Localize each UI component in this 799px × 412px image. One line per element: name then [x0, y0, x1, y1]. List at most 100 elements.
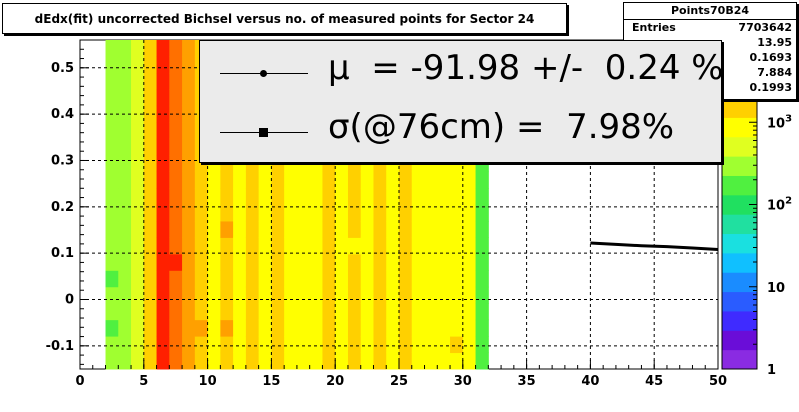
heatmap-cell — [194, 253, 209, 271]
legend-entry-sigma: σ(@76cm) = 7.98% — [200, 105, 721, 160]
heatmap-cell — [284, 319, 298, 337]
heatmap-cell — [182, 89, 196, 107]
heatmap-cell — [475, 303, 489, 321]
heatmap-cell — [475, 237, 489, 255]
heatmap-cell — [373, 303, 387, 321]
heatmap-cell — [347, 286, 362, 304]
heatmap-cell — [347, 171, 362, 189]
heatmap-cell — [182, 319, 196, 337]
colorbar-tick-label: 10 — [767, 281, 785, 296]
heatmap-cell — [233, 352, 247, 370]
heatmap-cell — [194, 303, 209, 321]
heatmap-cell — [322, 319, 336, 337]
heatmap-cell — [220, 220, 234, 238]
heatmap-cell — [309, 188, 323, 205]
heatmap-cell — [182, 72, 196, 90]
heatmap-cell — [156, 220, 170, 238]
heatmap-cell — [411, 204, 426, 222]
heatmap-cell — [182, 352, 196, 370]
heatmap-cell — [169, 155, 183, 173]
y-tick-label: 0.1 — [51, 246, 74, 261]
heatmap-cell — [296, 171, 311, 189]
heatmap-cell — [258, 303, 272, 321]
heatmap-cell — [335, 188, 349, 205]
heatmap-cell — [475, 352, 489, 370]
heatmap-cell — [386, 336, 400, 354]
heatmap-cell — [220, 286, 234, 304]
heatmap-cell — [322, 171, 336, 189]
heatmap-cell — [462, 352, 477, 370]
heatmap-cell — [424, 270, 438, 288]
heatmap-cell — [245, 171, 260, 189]
heatmap-cell — [245, 352, 260, 370]
legend-text: μ = -91.98 +/- 0.24 % — [328, 48, 724, 88]
heatmap-cell — [437, 253, 451, 271]
heatmap-cell — [131, 89, 145, 107]
heatmap-cell — [156, 122, 170, 140]
heatmap-cell — [156, 171, 170, 189]
heatmap-cell — [437, 286, 451, 304]
heatmap-cell — [258, 352, 272, 370]
heatmap-cell — [373, 352, 387, 370]
heatmap-cell — [411, 336, 426, 354]
heatmap-cell — [169, 319, 183, 337]
y-tick-label: 0.3 — [51, 153, 74, 168]
heatmap-cell — [386, 303, 400, 321]
heatmap-cell — [450, 171, 464, 189]
heatmap-cell — [207, 253, 221, 271]
heatmap-cell — [335, 253, 349, 271]
heatmap-cell — [156, 270, 170, 288]
heatmap-cell — [322, 303, 336, 321]
heatmap-cell — [118, 155, 132, 173]
heatmap-cell — [118, 336, 132, 354]
heatmap-cell — [233, 253, 247, 271]
heatmap-cell — [131, 72, 145, 90]
heatmap-cell — [386, 286, 400, 304]
heatmap-cell — [131, 319, 145, 337]
heatmap-cell — [309, 220, 323, 238]
heatmap-cell — [207, 286, 221, 304]
heatmap-cell — [450, 303, 464, 321]
heatmap-cell — [335, 286, 349, 304]
heatmap-cell — [245, 319, 260, 337]
heatmap-cell — [360, 352, 374, 370]
heatmap-cell — [322, 188, 336, 205]
heatmap-cell — [233, 303, 247, 321]
heatmap-cell — [322, 286, 336, 304]
heatmap-cell — [309, 286, 323, 304]
heatmap-cell — [386, 237, 400, 255]
heatmap-cell — [411, 253, 426, 271]
y-tick-label: 0 — [65, 292, 74, 307]
heatmap-cell — [131, 188, 145, 205]
x-tick-label: 0 — [75, 374, 84, 389]
heatmap-cell — [411, 171, 426, 189]
heatmap-cell — [245, 270, 260, 288]
stats-row-entries: Entries 7703642 — [624, 20, 796, 35]
heatmap-cell — [347, 237, 362, 255]
heatmap-cell — [258, 220, 272, 238]
heatmap-cell — [450, 270, 464, 288]
heatmap-cell — [373, 171, 387, 189]
heatmap-cell — [131, 336, 145, 354]
heatmap-cell — [335, 204, 349, 222]
legend-entry-mu: μ = -91.98 +/- 0.24 % — [200, 46, 724, 101]
heatmap-cell — [207, 319, 221, 337]
heatmap-cell — [156, 303, 170, 321]
heatmap-cell — [245, 286, 260, 304]
heatmap-cell — [309, 303, 323, 321]
heatmap-cell — [194, 220, 209, 238]
heatmap-cell — [450, 253, 464, 271]
heatmap-cell — [284, 171, 298, 189]
heatmap-cell — [450, 237, 464, 255]
heatmap-cell — [437, 352, 451, 370]
heatmap-cell — [437, 270, 451, 288]
colorbar-tick-label: 1 — [767, 363, 776, 378]
heatmap-cell — [105, 336, 119, 354]
heatmap-cell — [118, 237, 132, 255]
heatmap-cell — [258, 270, 272, 288]
heatmap-cell — [360, 204, 374, 222]
heatmap-cell — [207, 171, 221, 189]
heatmap-cell — [194, 237, 209, 255]
stats-name: Points70B24 — [624, 3, 796, 20]
heatmap-cell — [296, 303, 311, 321]
